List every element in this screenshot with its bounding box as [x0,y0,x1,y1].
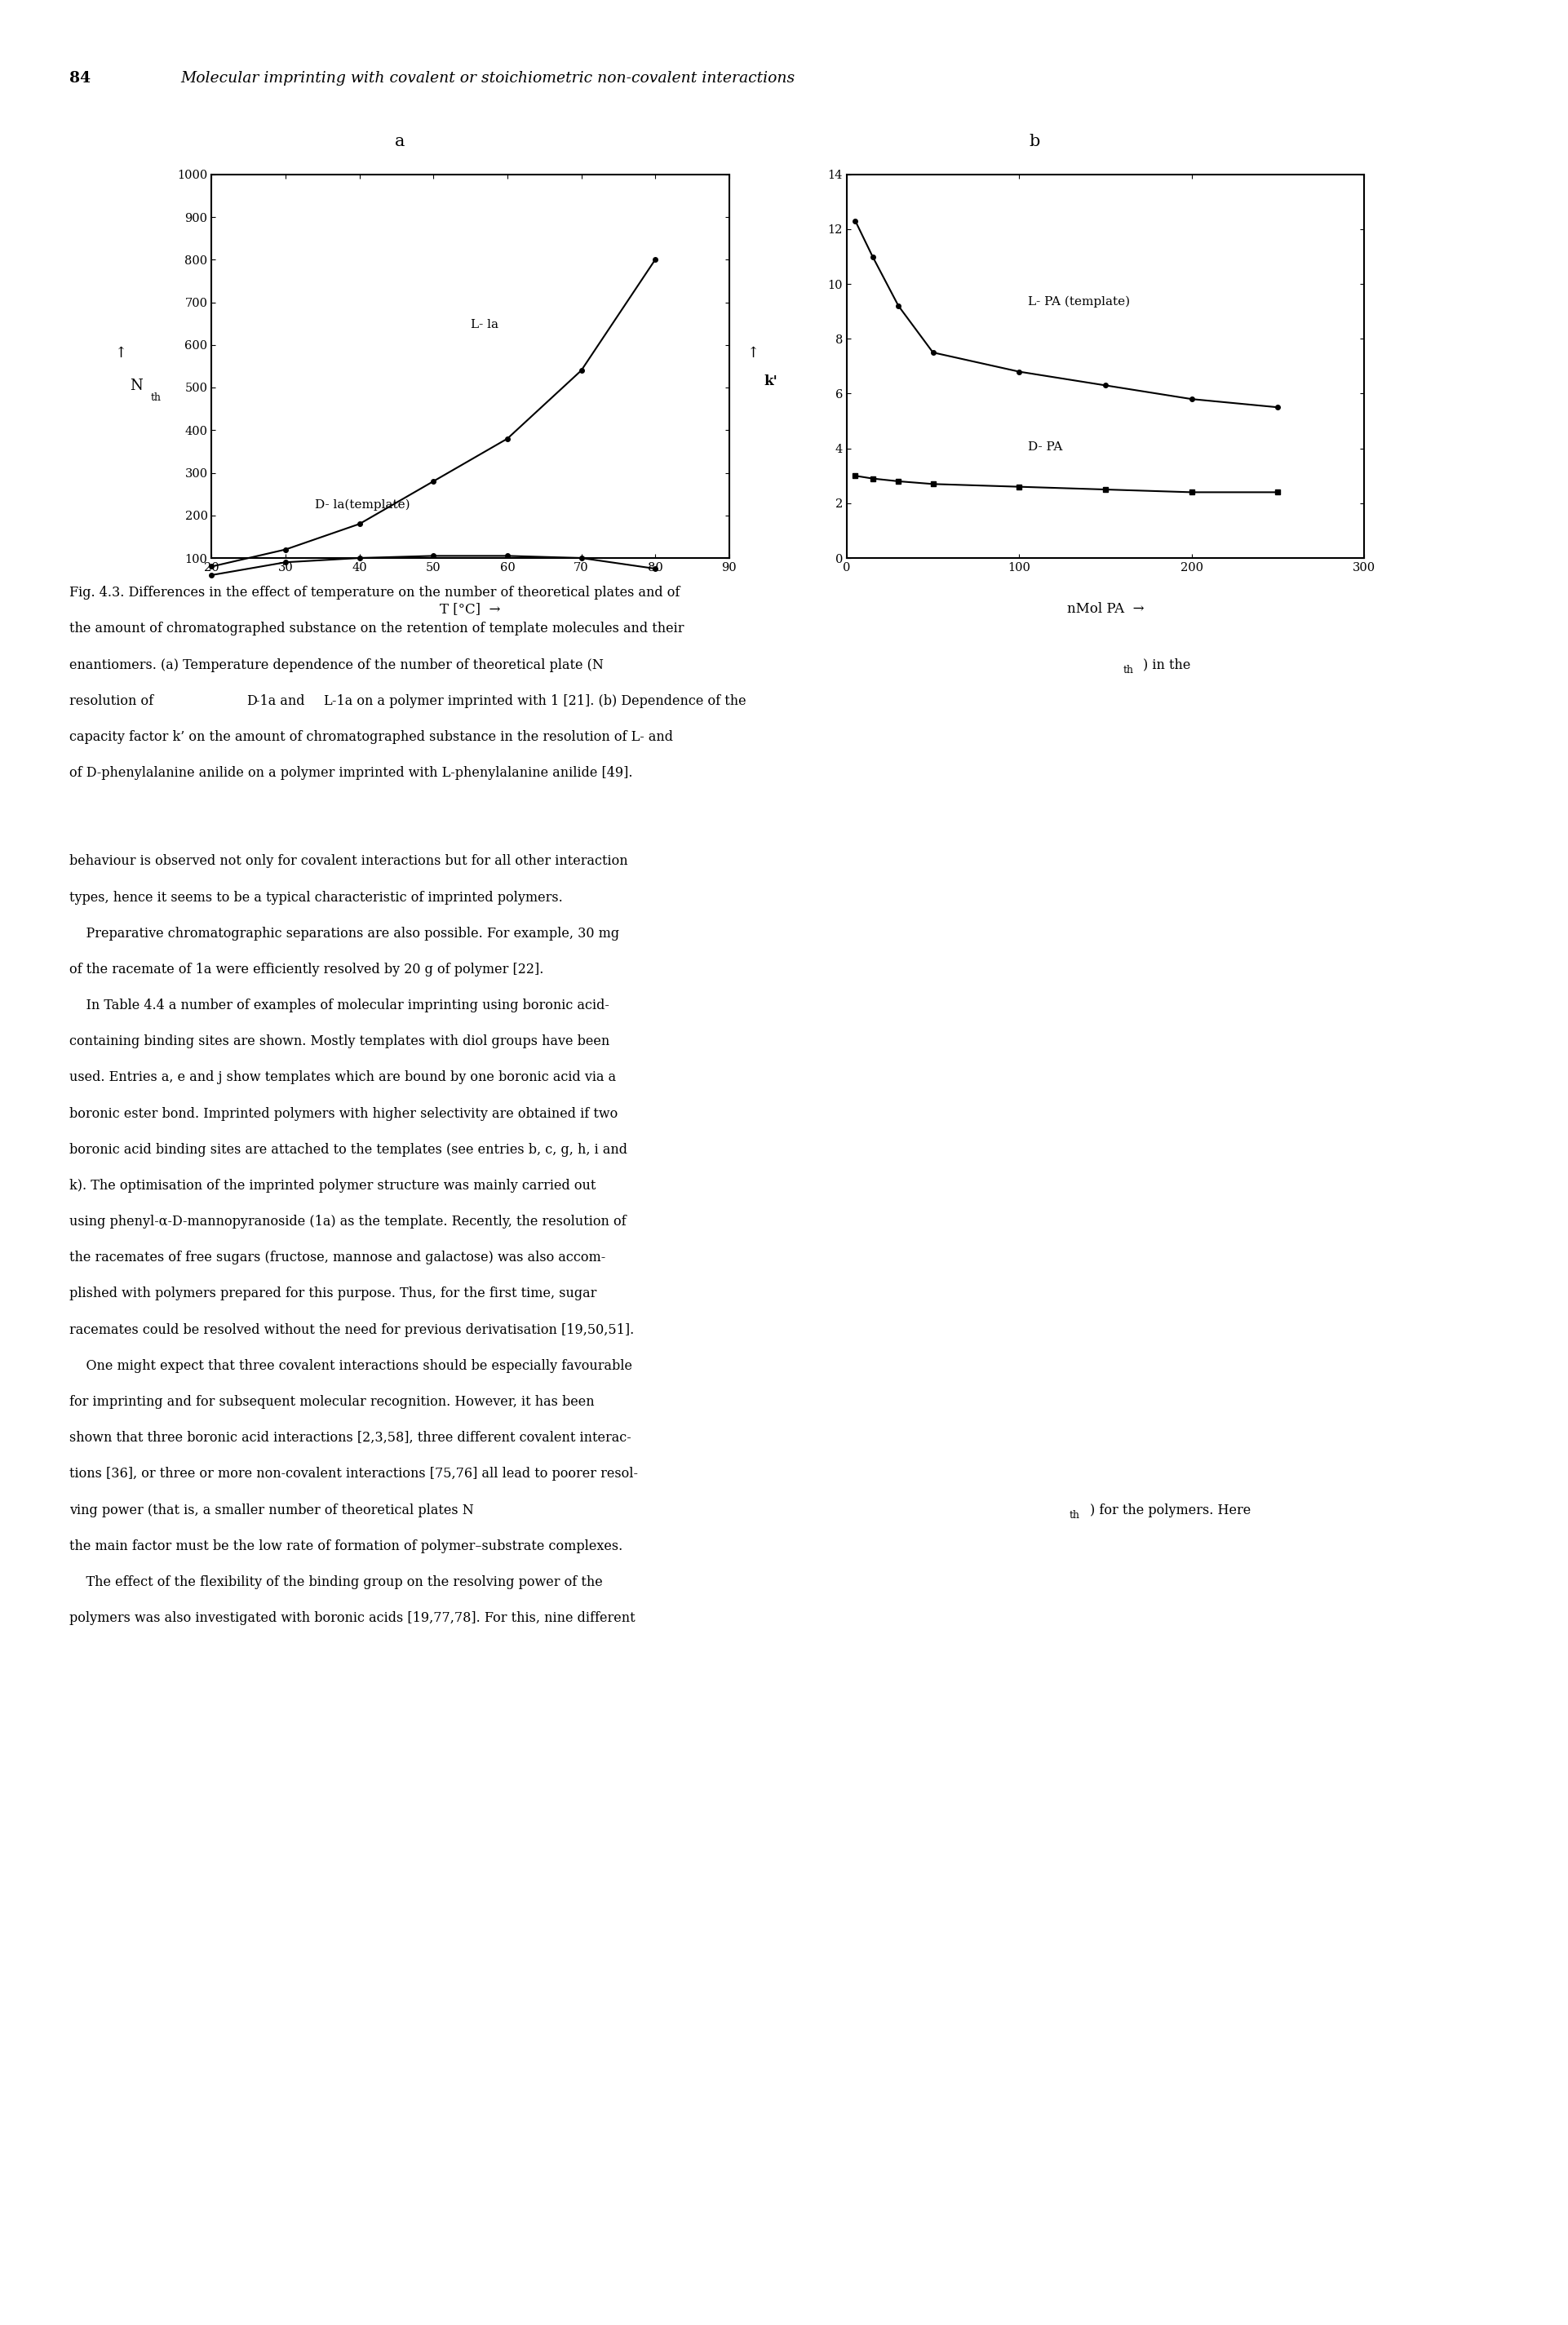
Text: shown that three boronic acid interactions [2,3,58], three different covalent in: shown that three boronic acid interactio… [69,1432,630,1444]
Text: plished with polymers prepared for this purpose. Thus, for the first time, sugar: plished with polymers prepared for this … [69,1288,596,1300]
Text: ) in the: ) in the [1143,658,1190,672]
Text: b: b [1030,135,1040,149]
Text: racemates could be resolved without the need for previous derivatisation [19,50,: racemates could be resolved without the … [69,1323,633,1337]
Text: D: D [246,693,257,707]
Text: enantiomers. (a) Temperature dependence of the number of theoretical plate (N: enantiomers. (a) Temperature dependence … [69,658,604,672]
Text: a: a [395,135,405,149]
Text: In Table 4.4 a number of examples of molecular imprinting using boronic acid-: In Table 4.4 a number of examples of mol… [69,1000,608,1011]
Text: N: N [130,379,143,393]
Text: polymers was also investigated with boronic acids [19,77,78]. For this, nine dif: polymers was also investigated with boro… [69,1611,635,1625]
Text: L- PA (template): L- PA (template) [1029,295,1131,307]
Text: Fig. 4.3. Differences in the effect of temperature on the number of theoretical : Fig. 4.3. Differences in the effect of t… [69,586,679,600]
Text: th: th [1069,1511,1080,1521]
Text: of the racemate of 1a were efficiently resolved by 20 g of polymer [22].: of the racemate of 1a were efficiently r… [69,963,543,976]
Text: tions [36], or three or more non-covalent interactions [75,76] all lead to poore: tions [36], or three or more non-covalen… [69,1467,638,1481]
Text: k). The optimisation of the imprinted polymer structure was mainly carried out: k). The optimisation of the imprinted po… [69,1179,596,1193]
Text: for imprinting and for subsequent molecular recognition. However, it has been: for imprinting and for subsequent molecu… [69,1395,594,1409]
Text: th: th [1123,665,1134,677]
Text: boronic acid binding sites are attached to the templates (see entries b, c, g, h: boronic acid binding sites are attached … [69,1144,627,1156]
Text: containing binding sites are shown. Mostly templates with diol groups have been: containing binding sites are shown. Most… [69,1035,610,1049]
Text: ) for the polymers. Here: ) for the polymers. Here [1090,1504,1251,1516]
Text: -1a on a polymer imprinted with 1 [21]. (b) Dependence of the: -1a on a polymer imprinted with 1 [21]. … [332,693,746,707]
Text: behaviour is observed not only for covalent interactions but for all other inter: behaviour is observed not only for coval… [69,856,627,867]
X-axis label: T [°C]  →: T [°C] → [441,602,500,616]
Text: ↑: ↑ [746,346,759,360]
Text: capacity factor k’ on the amount of chromatographed substance in the resolution : capacity factor k’ on the amount of chro… [69,730,673,744]
Text: D- PA: D- PA [1029,442,1063,453]
Text: The effect of the flexibility of the binding group on the resolving power of the: The effect of the flexibility of the bin… [69,1576,602,1588]
Text: ↑: ↑ [114,346,127,360]
Text: k': k' [764,374,778,388]
Text: resolution of: resolution of [69,693,157,707]
Text: used. Entries a, e and j show templates which are bound by one boronic acid via : used. Entries a, e and j show templates … [69,1070,616,1083]
Text: th: th [151,393,162,402]
Text: the main factor must be the low rate of formation of polymer–substrate complexes: the main factor must be the low rate of … [69,1539,622,1553]
Text: D- la(template): D- la(template) [315,500,411,512]
Text: One might expect that three covalent interactions should be especially favourabl: One might expect that three covalent int… [69,1358,632,1372]
Text: Preparative chromatographic separations are also possible. For example, 30 mg: Preparative chromatographic separations … [69,928,619,939]
Text: -1a and: -1a and [256,693,309,707]
Text: the amount of chromatographed substance on the retention of template molecules a: the amount of chromatographed substance … [69,623,684,635]
Text: ving power (that is, a smaller number of theoretical plates N: ving power (that is, a smaller number of… [69,1504,474,1516]
Text: boronic ester bond. Imprinted polymers with higher selectivity are obtained if t: boronic ester bond. Imprinted polymers w… [69,1107,618,1121]
Text: Molecular imprinting with covalent or stoichiometric non-covalent interactions: Molecular imprinting with covalent or st… [180,70,795,86]
Text: of D-phenylalanine anilide on a polymer imprinted with L-phenylalanine anilide [: of D-phenylalanine anilide on a polymer … [69,767,632,779]
Text: the racemates of free sugars (fructose, mannose and galactose) was also accom-: the racemates of free sugars (fructose, … [69,1251,605,1265]
X-axis label: nMol PA  →: nMol PA → [1066,602,1145,616]
Text: L: L [323,693,332,707]
Text: using phenyl-α-D-mannopyranoside (1a) as the template. Recently, the resolution : using phenyl-α-D-mannopyranoside (1a) as… [69,1216,626,1228]
Text: types, hence it seems to be a typical characteristic of imprinted polymers.: types, hence it seems to be a typical ch… [69,890,563,904]
Text: 84: 84 [69,70,91,86]
Text: L- la: L- la [470,319,499,330]
